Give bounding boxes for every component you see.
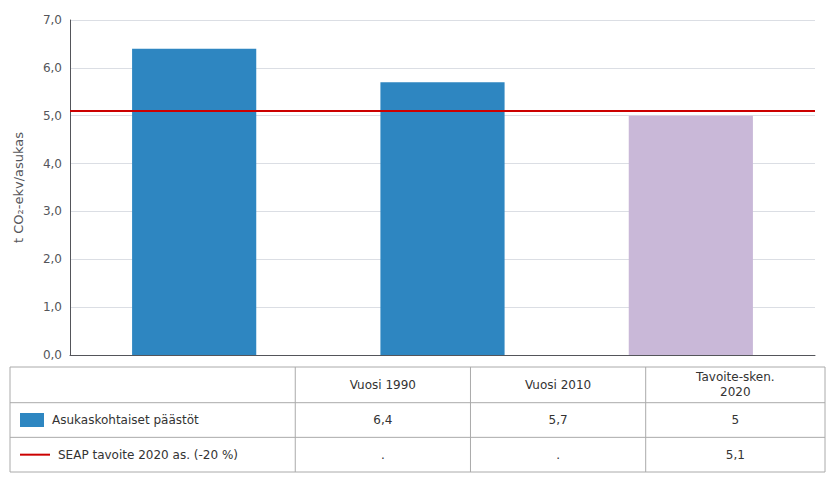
svg-text:SEAP tavoite 2020 as. (-20 %): SEAP tavoite 2020 as. (-20 %)	[58, 448, 238, 462]
svg-text:2020: 2020	[720, 385, 751, 399]
svg-text:4,0: 4,0	[43, 157, 62, 171]
svg-text:6,4: 6,4	[373, 413, 392, 427]
svg-text:5: 5	[732, 413, 740, 427]
svg-text:0,0: 0,0	[43, 348, 62, 362]
svg-text:1,0: 1,0	[43, 300, 62, 314]
svg-text:.: .	[556, 448, 560, 462]
svg-text:5,1: 5,1	[726, 448, 745, 462]
svg-text:Vuosi 1990: Vuosi 1990	[350, 378, 416, 392]
svg-text:7,0: 7,0	[43, 13, 62, 27]
svg-text:3,0: 3,0	[43, 204, 62, 218]
svg-text:2,0: 2,0	[43, 252, 62, 266]
svg-text:Tavoite-sken.: Tavoite-sken.	[695, 370, 774, 384]
svg-text:t CO₂-ekv/asukas: t CO₂-ekv/asukas	[11, 132, 26, 243]
svg-text:Asukaskohtaiset päästöt: Asukaskohtaiset päästöt	[52, 413, 199, 427]
svg-text:6,0: 6,0	[43, 61, 62, 75]
svg-text:.: .	[381, 448, 385, 462]
svg-text:Vuosi 2010: Vuosi 2010	[525, 378, 591, 392]
svg-text:5,0: 5,0	[43, 109, 62, 123]
svg-text:5,7: 5,7	[549, 413, 568, 427]
